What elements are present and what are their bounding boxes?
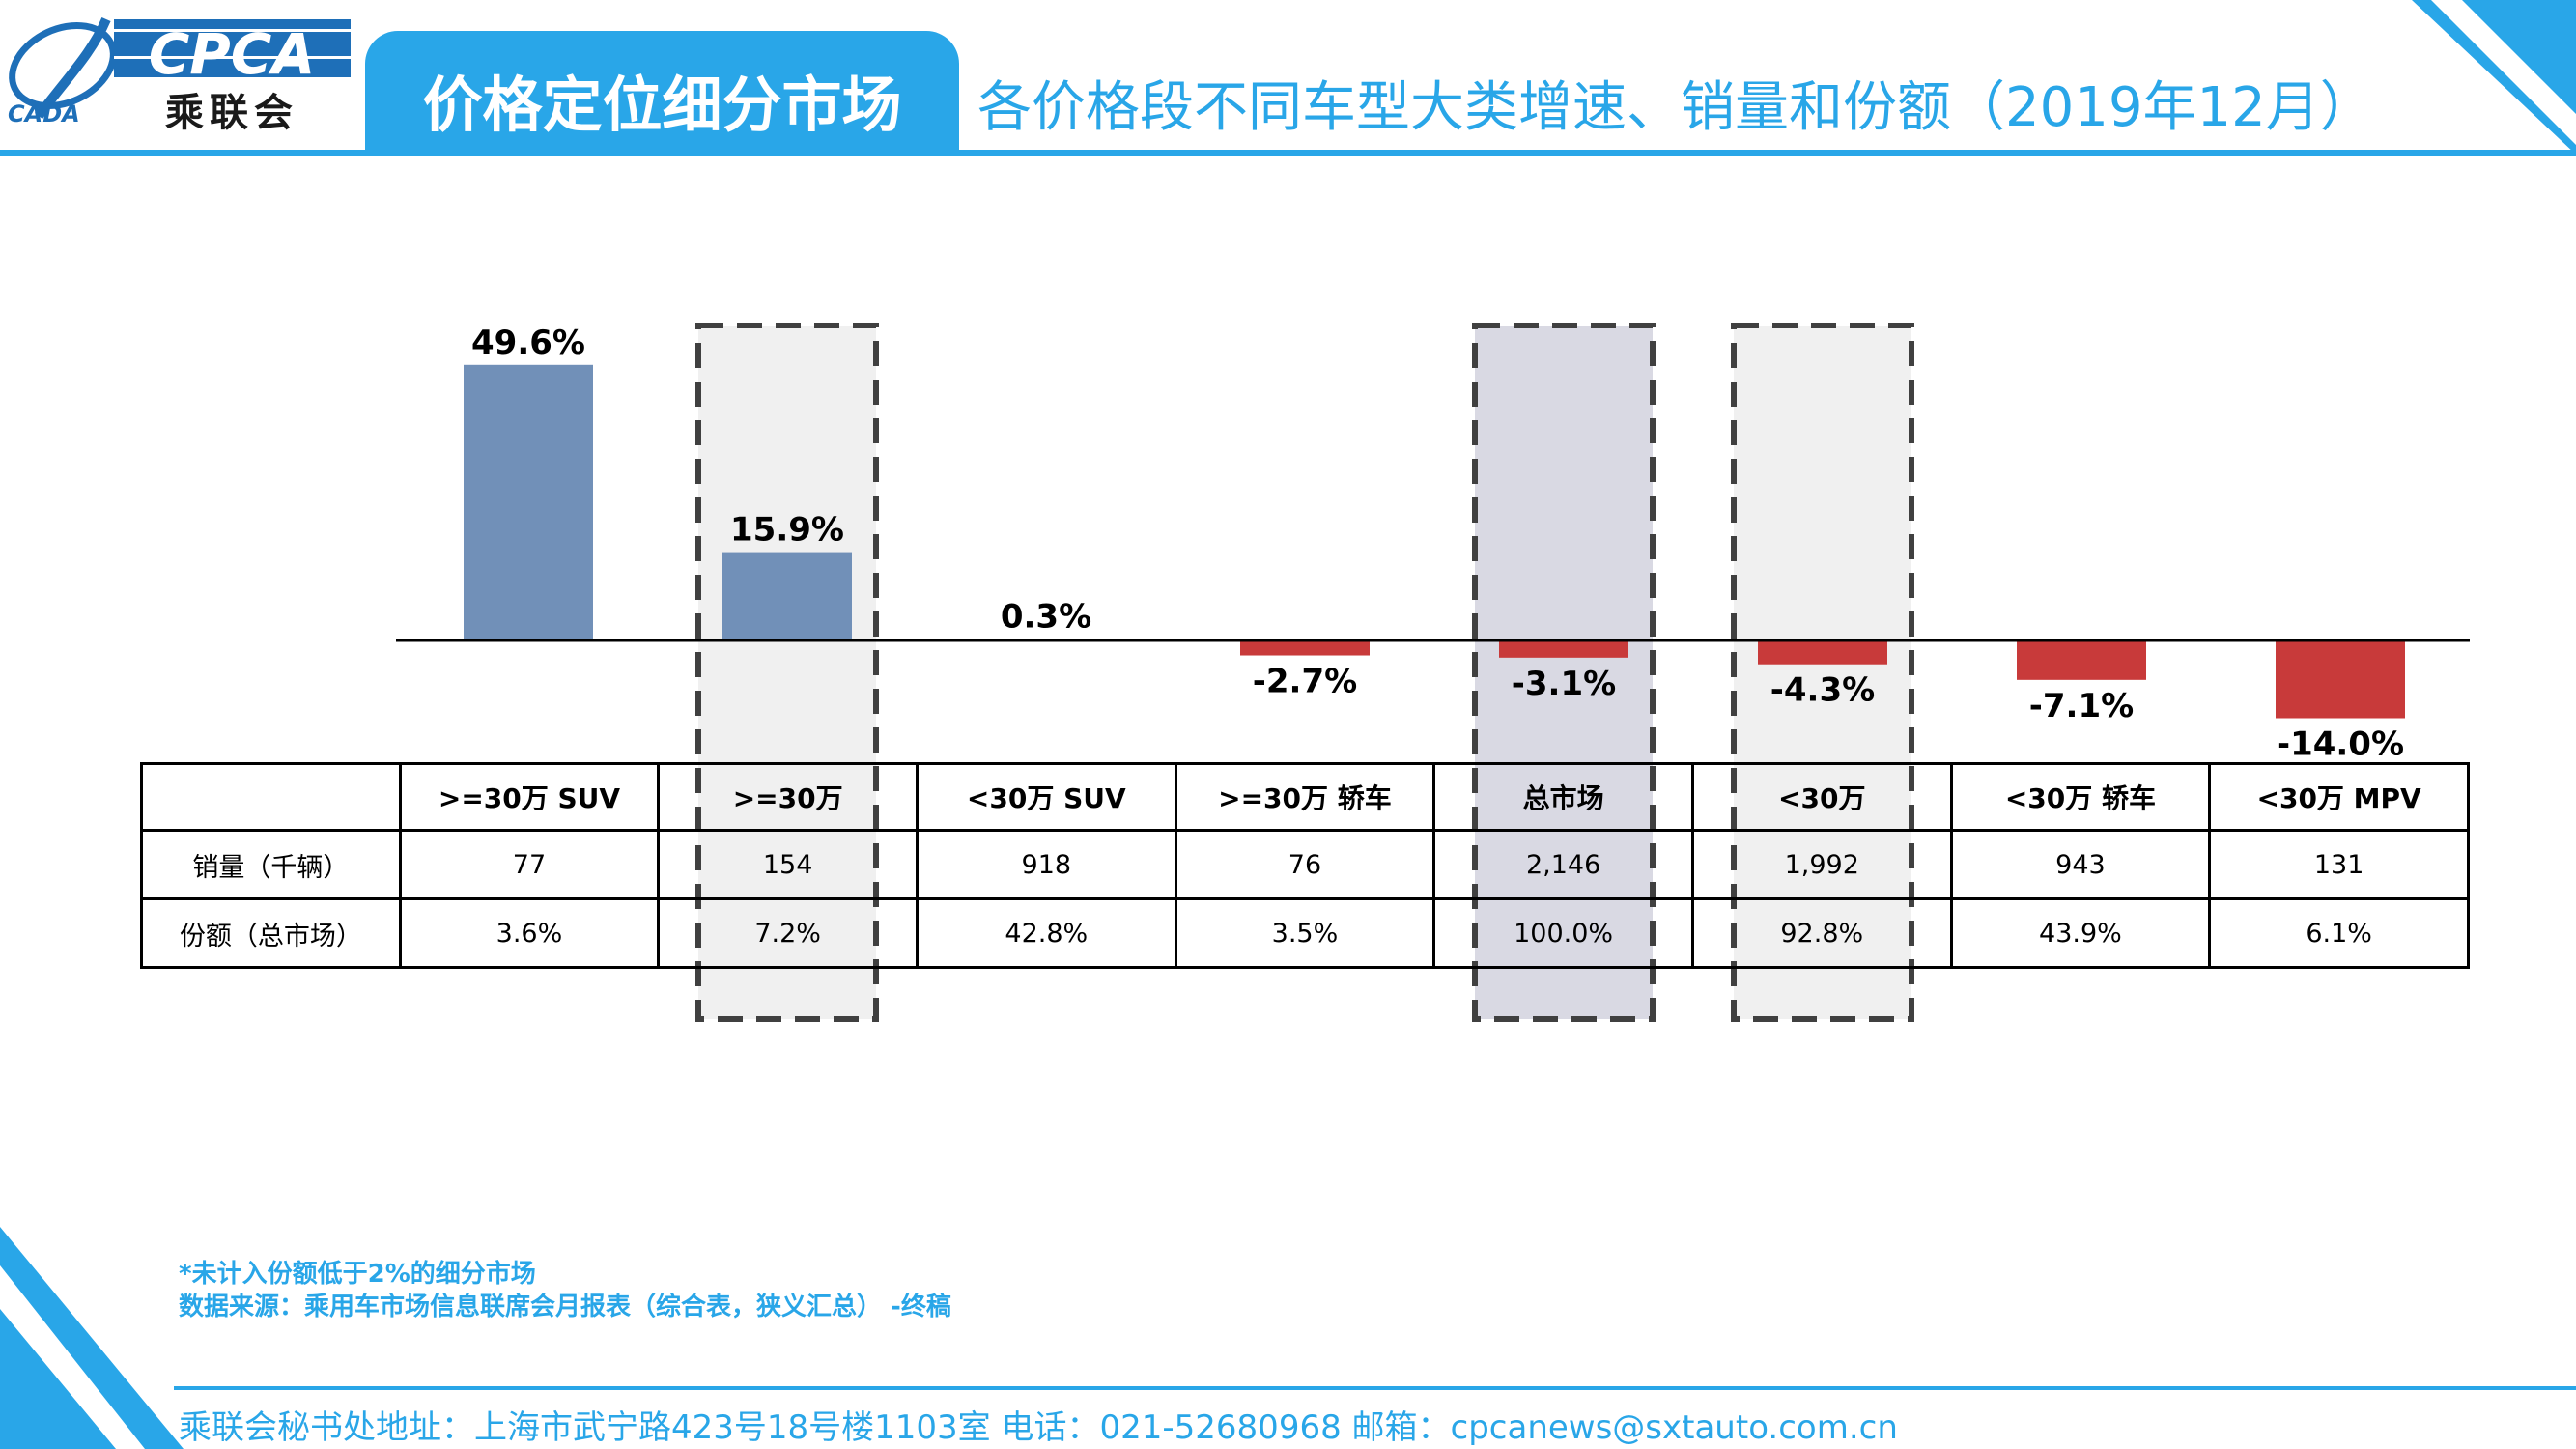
table-cell: 2,146: [1432, 829, 1694, 900]
table-cell: 76: [1174, 829, 1436, 900]
table-header-cell: <30万 轿车: [1949, 762, 2212, 832]
bar-value-label: -3.1%: [1512, 665, 1616, 703]
table-cell: 100.0%: [1432, 897, 1694, 969]
bar-value-label: 0.3%: [1001, 597, 1091, 636]
bar: [2276, 640, 2405, 719]
table-row-share: 份额（总市场） 3.6% 7.2% 42.8% 3.5% 100.0% 92.8…: [140, 897, 2470, 969]
table-header-cell: 总市场: [1432, 762, 1694, 832]
table-cell: 3.5%: [1174, 897, 1436, 969]
footer-contact: 乘联会秘书处地址：上海市武宁路423号18号楼1103室 电话：021-5268…: [179, 1408, 1898, 1447]
table-cell: 6.1%: [2208, 897, 2470, 969]
bar: [722, 552, 852, 640]
bar: [1240, 640, 1370, 656]
bar-value-label: -7.1%: [2029, 687, 2134, 725]
table-cell: 92.8%: [1690, 897, 1953, 969]
table-cell: 918: [915, 829, 1177, 900]
highlight-box-border: [1731, 323, 1914, 1022]
bar-value-label: 15.9%: [730, 511, 844, 550]
table-cell: 1,992: [1690, 829, 1953, 900]
bar-value-label: -14.0%: [2277, 725, 2404, 764]
row-label-share: 份额（总市场）: [140, 897, 402, 969]
bar-value-label: 49.6%: [471, 324, 585, 362]
table-cell: 42.8%: [915, 897, 1177, 969]
bar-value-label: -2.7%: [1253, 663, 1357, 701]
page-title: 各价格段不同车型大类增速、销量和份额（2019年12月）: [977, 76, 2374, 139]
header-divider: [0, 150, 2576, 156]
table-cell: 131: [2208, 829, 2470, 900]
highlight-box-border: [1472, 323, 1656, 1022]
bar: [2017, 640, 2146, 680]
table-header-cell: <30万 SUV: [915, 762, 1177, 832]
section-tab: [365, 31, 959, 155]
logo-cn-text: 乘联会: [165, 91, 298, 135]
bar: [1499, 640, 1628, 658]
corner-decoration-top-right: [2412, 0, 2576, 155]
table-cell: 943: [1949, 829, 2212, 900]
svg-text:CADA: CADA: [8, 100, 80, 128]
table-header-cell: >=30万 轿车: [1174, 762, 1436, 832]
table-cell: 7.2%: [657, 897, 919, 969]
section-title: 价格定位细分市场: [422, 70, 902, 140]
highlight-box-border: [695, 323, 879, 1022]
table-header-blank: [140, 762, 402, 832]
table-cell: 77: [398, 829, 661, 900]
footer-divider: [174, 1386, 2576, 1390]
table-header-cell: <30万: [1690, 762, 1953, 832]
logo-text: CPCA: [149, 21, 316, 87]
table-cell: 43.9%: [1949, 897, 2212, 969]
footnote-share: *未计入份额低于2%的细分市场: [179, 1260, 536, 1289]
table-header-cell: >=30万: [657, 762, 919, 832]
table-header-row: >=30万 SUV >=30万 <30万 SUV >=30万 轿车 总市场 <3…: [140, 762, 2470, 832]
table-header-cell: >=30万 SUV: [398, 762, 661, 832]
data-table: >=30万 SUV >=30万 <30万 SUV >=30万 轿车 总市场 <3…: [140, 762, 2470, 969]
bar: [464, 364, 593, 640]
corner-decoration-bottom-left: [0, 1227, 184, 1449]
table-cell: 3.6%: [398, 897, 661, 969]
table-row-sales: 销量（千辆） 77 154 918 76 2,146 1,992 943 131: [140, 829, 2470, 900]
table-cell: 154: [657, 829, 919, 900]
table-header-cell: <30万 MPV: [2208, 762, 2470, 832]
bar-value-label: -4.3%: [1770, 671, 1875, 710]
bar: [1758, 640, 1887, 665]
footnote-source: 数据来源：乘用车市场信息联席会月报表（综合表，狭义汇总） -终稿: [179, 1293, 951, 1321]
cpca-logo: CADA CPCA: [8, 17, 351, 128]
row-label-sales: 销量（千辆）: [140, 829, 402, 900]
